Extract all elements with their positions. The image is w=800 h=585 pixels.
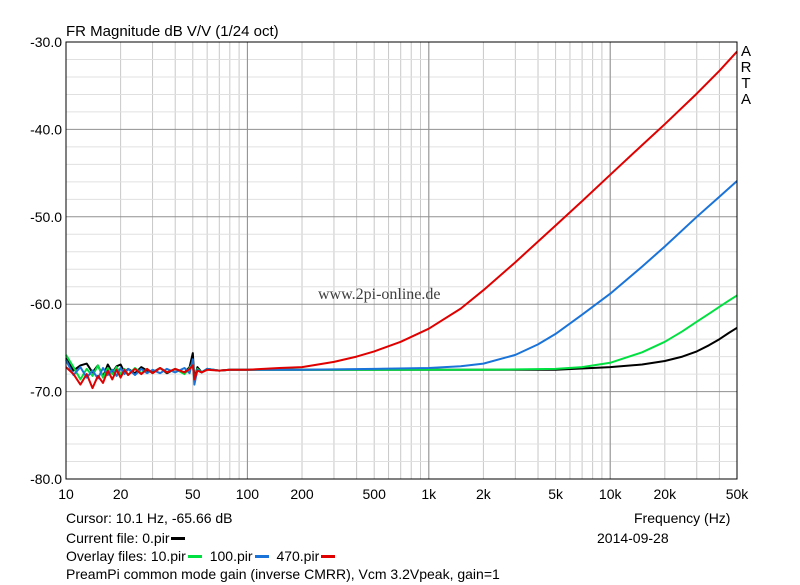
x-tick-label: 20 (113, 486, 129, 502)
x-tick-label: 20k (654, 486, 678, 502)
overlay-label: Overlay files: (66, 548, 147, 564)
current-file-swatch (171, 536, 186, 540)
current-file-label: Current file: 0.pir (66, 530, 170, 546)
brand-letter: R (741, 59, 752, 76)
x-tick-label: 200 (290, 486, 314, 502)
watermark: www.2pi-online.de (318, 286, 441, 303)
y-tick-label: -40.0 (30, 121, 62, 137)
y-tick-label: -50.0 (30, 209, 62, 225)
y-tick-label: -80.0 (30, 471, 62, 487)
overlay-item-470: 470.pir (276, 548, 339, 564)
overlay-swatch-470 (321, 554, 336, 558)
x-tick-label: 50k (726, 486, 750, 502)
x-axis-label: Frequency (Hz) (634, 510, 731, 526)
overlay-item-10: 10.pir (151, 548, 206, 564)
x-tick-label: 10 (58, 486, 74, 502)
plot-frame (65, 41, 738, 480)
x-tick-labels: 10 20 50 100 200 500 1k 2k 5k 10k 20k 50k (58, 486, 749, 502)
y-tick-labels: -30.0 -40.0 -50.0 -60.0 -70.0 -80.0 (30, 34, 62, 487)
series-line-470 (65, 50, 738, 390)
x-tick-label: 100 (236, 486, 260, 502)
chart-title: FR Magnitude dB V/V (1/24 oct) (66, 23, 279, 40)
x-tick-label: 500 (363, 486, 387, 502)
x-tick-label: 10k (599, 486, 623, 502)
current-file: Current file: 0.pir (66, 530, 189, 546)
y-tick-label: -60.0 (30, 296, 62, 312)
overlay-item-100: 100.pir (210, 548, 273, 564)
x-tick-label: 2k (476, 486, 492, 502)
x-tick-label: 50 (185, 486, 201, 502)
cursor-readout: Cursor: 10.1 Hz, -65.66 dB (66, 510, 233, 526)
grid-minor (66, 42, 737, 479)
x-tick-label: 5k (548, 486, 564, 502)
x-tick-label: 1k (421, 486, 437, 502)
brand-letter: T (741, 75, 750, 92)
series-line-0 (65, 326, 738, 381)
brand-letter: A (741, 91, 751, 108)
y-tick-label: -30.0 (30, 34, 62, 50)
overlay-swatch-100 (254, 554, 269, 558)
date-label: 2014-09-28 (597, 530, 669, 546)
chart-description: PreamPi common mode gain (inverse CMRR),… (66, 566, 500, 582)
grid-major (66, 41, 737, 480)
overlay-files: Overlay files: 10.pir 100.pir 470.pir (66, 548, 339, 564)
brand-letter: A (741, 43, 751, 60)
overlay-swatch-10 (187, 554, 202, 558)
y-tick-label: -70.0 (30, 384, 62, 400)
series-layer (65, 50, 738, 390)
